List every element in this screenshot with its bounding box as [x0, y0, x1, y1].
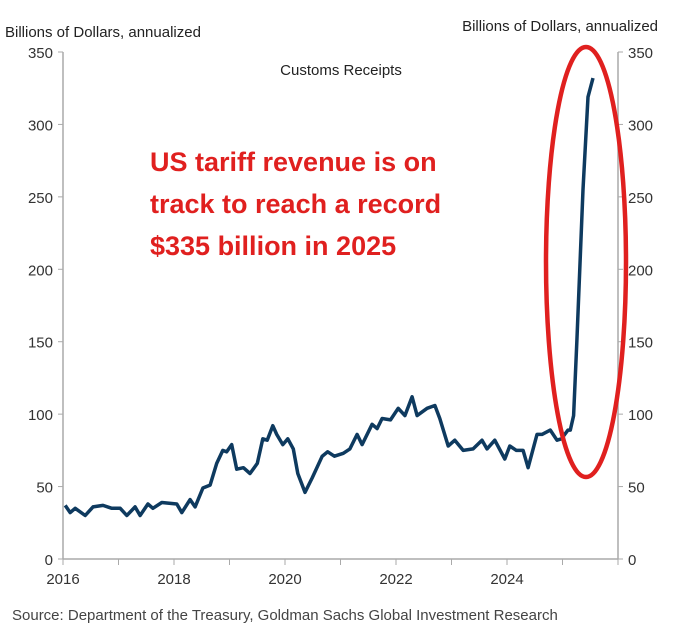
y-tick-label-right: 350	[628, 45, 653, 62]
annotation-line-3: $335 billion in 2025	[150, 231, 396, 261]
y-tick-label-left: 350	[28, 45, 53, 62]
y-axis-label-right: Billions of Dollars, annualized	[462, 18, 658, 35]
y-tick-label-left: 0	[45, 552, 53, 569]
y-tick-label-right: 200	[628, 262, 653, 279]
y-tick-label-right: 100	[628, 407, 653, 424]
y-tick-label-left: 50	[36, 480, 53, 497]
y-tick-label-left: 200	[28, 262, 53, 279]
series-line-customs-receipts	[63, 77, 595, 518]
source-note: Source: Department of the Treasury, Gold…	[12, 607, 558, 624]
x-tick-label: 2020	[268, 571, 301, 588]
x-tick-label: 2022	[379, 571, 412, 588]
y-tick-label-left: 250	[28, 190, 53, 207]
y-tick-label-left: 100	[28, 407, 53, 424]
y-tick-label-right: 150	[628, 335, 653, 352]
y-tick-label-right: 300	[628, 117, 653, 134]
annotation-line-2: track to reach a record	[150, 189, 441, 219]
annotation-line-1: US tariff revenue is on	[150, 147, 437, 177]
x-tick-label: 2016	[46, 571, 79, 588]
y-axis-label-left: Billions of Dollars, annualized	[5, 24, 201, 41]
x-tick-label: 2024	[490, 571, 523, 588]
y-tick-label-right: 50	[628, 480, 645, 497]
y-tick-label-left: 150	[28, 335, 53, 352]
y-tick-label-left: 300	[28, 117, 53, 134]
chart-title: Customs Receipts	[280, 62, 402, 79]
x-tick-label: 2018	[157, 571, 190, 588]
highlight-ellipse	[543, 44, 629, 480]
y-tick-label-right: 250	[628, 190, 653, 207]
y-tick-label-right: 0	[628, 552, 636, 569]
